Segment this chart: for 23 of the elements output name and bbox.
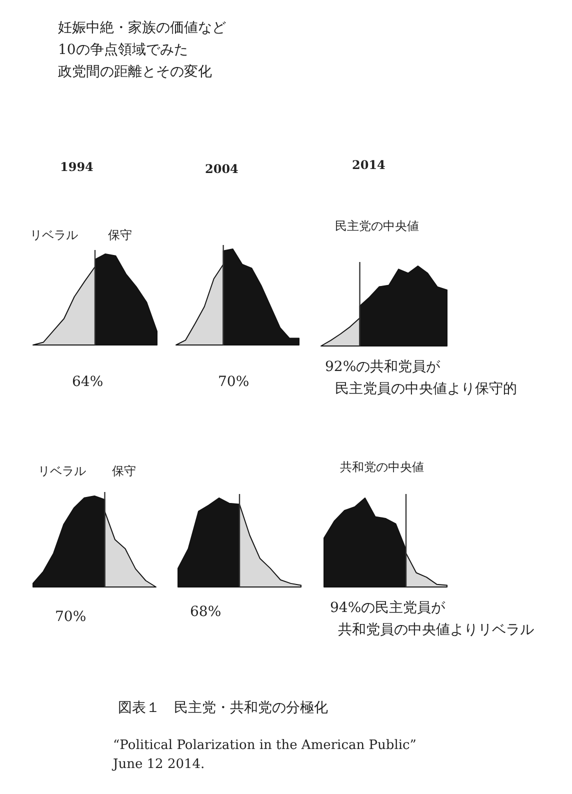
text: 保守 [112, 463, 136, 480]
text: 68% [190, 603, 222, 622]
text: 70% [55, 608, 86, 627]
chart-title: 1994 [60, 159, 94, 176]
text: 政党間の距離とその変化 [58, 63, 212, 82]
text: リベラル [30, 227, 78, 244]
chart-title: 2004 [205, 161, 238, 178]
text: 民主党の中央値 [335, 218, 419, 235]
text: リベラル [38, 463, 86, 480]
text: 10の争点領域でみた [58, 41, 188, 60]
text: 70% [218, 373, 250, 392]
text: June 12 2014. [113, 756, 205, 774]
text: “Political Polarization in the American Public” [113, 737, 416, 755]
chart-title: 2014 [352, 157, 386, 174]
text: 保守 [108, 227, 132, 244]
text: 民主党員の中央値より保守的 [335, 380, 517, 399]
text: 妊娠中絶・家族の価値など [58, 19, 226, 38]
text: 64% [72, 373, 104, 392]
text: 図表１ 民主党・共和党の分極化 [118, 699, 328, 718]
text: 共和党の中央値 [340, 459, 424, 476]
text: 共和党員の中央値よりリベラル [338, 621, 534, 640]
text: 92%の共和党員が [325, 358, 440, 377]
text: 94%の民主党員が [330, 599, 446, 618]
